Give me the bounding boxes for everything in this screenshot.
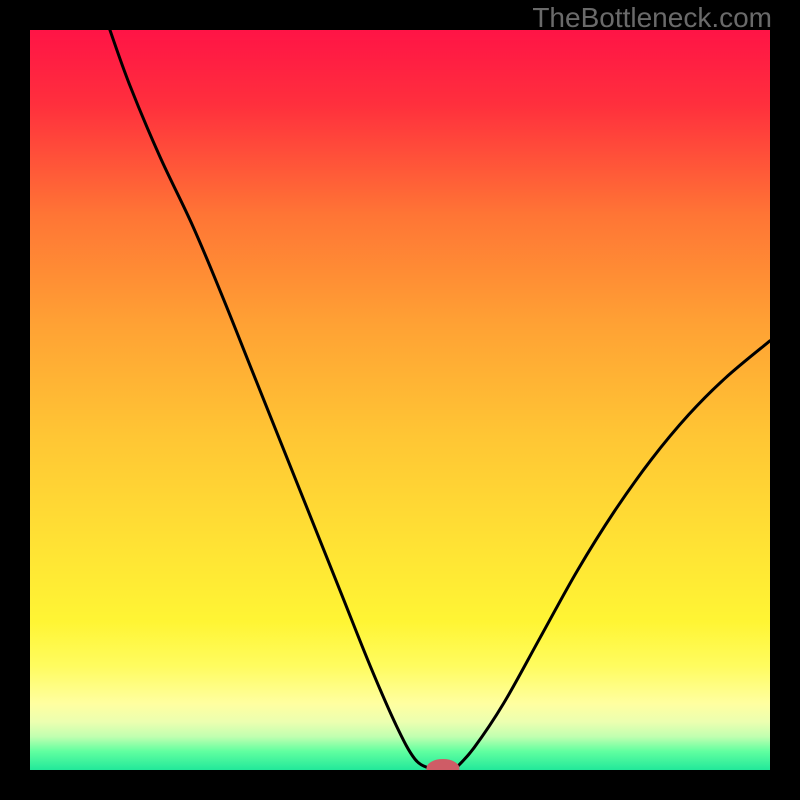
bottleneck-chart — [30, 30, 770, 770]
chart-gradient-background — [30, 30, 770, 770]
watermark-text: TheBottleneck.com — [532, 2, 772, 34]
